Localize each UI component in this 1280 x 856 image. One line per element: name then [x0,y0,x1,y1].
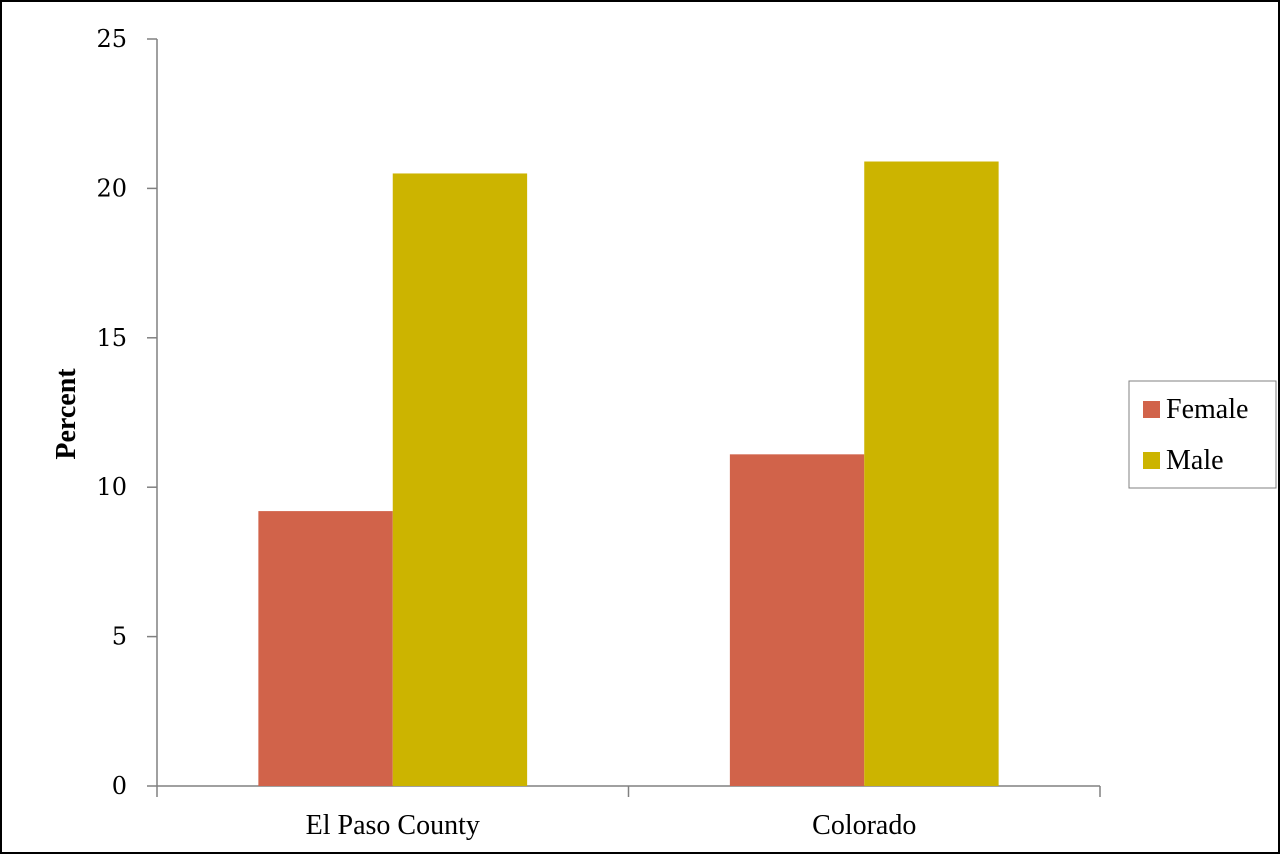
y-tick-labels: 0 5 10 15 20 25 [96,25,127,800]
y-tick-label: 20 [96,174,127,202]
legend-swatch-female [1143,401,1160,418]
bar-female-colorado [729,454,865,786]
legend-label-male: Male [1166,445,1224,476]
legend-label-female: Female [1166,394,1248,425]
bar-male-el-paso-county [392,173,528,786]
x-tick-labels: El Paso County Colorado [306,810,917,841]
y-tick-label: 25 [96,25,127,53]
y-tick-label: 10 [96,473,127,501]
bars [258,161,999,786]
legend-swatch-male [1143,452,1160,469]
y-tick-label: 15 [96,324,127,352]
bar-female-el-paso-county [258,511,393,786]
y-tick-label: 0 [112,772,127,800]
y-axis-title: Percent [51,368,82,460]
bar-male-colorado [864,161,999,786]
legend-box [1128,380,1277,489]
x-tick-label: El Paso County [306,810,480,841]
y-tick-label: 5 [112,623,127,651]
legend: Female Male [1128,380,1277,489]
x-tick-label: Colorado [812,810,916,841]
